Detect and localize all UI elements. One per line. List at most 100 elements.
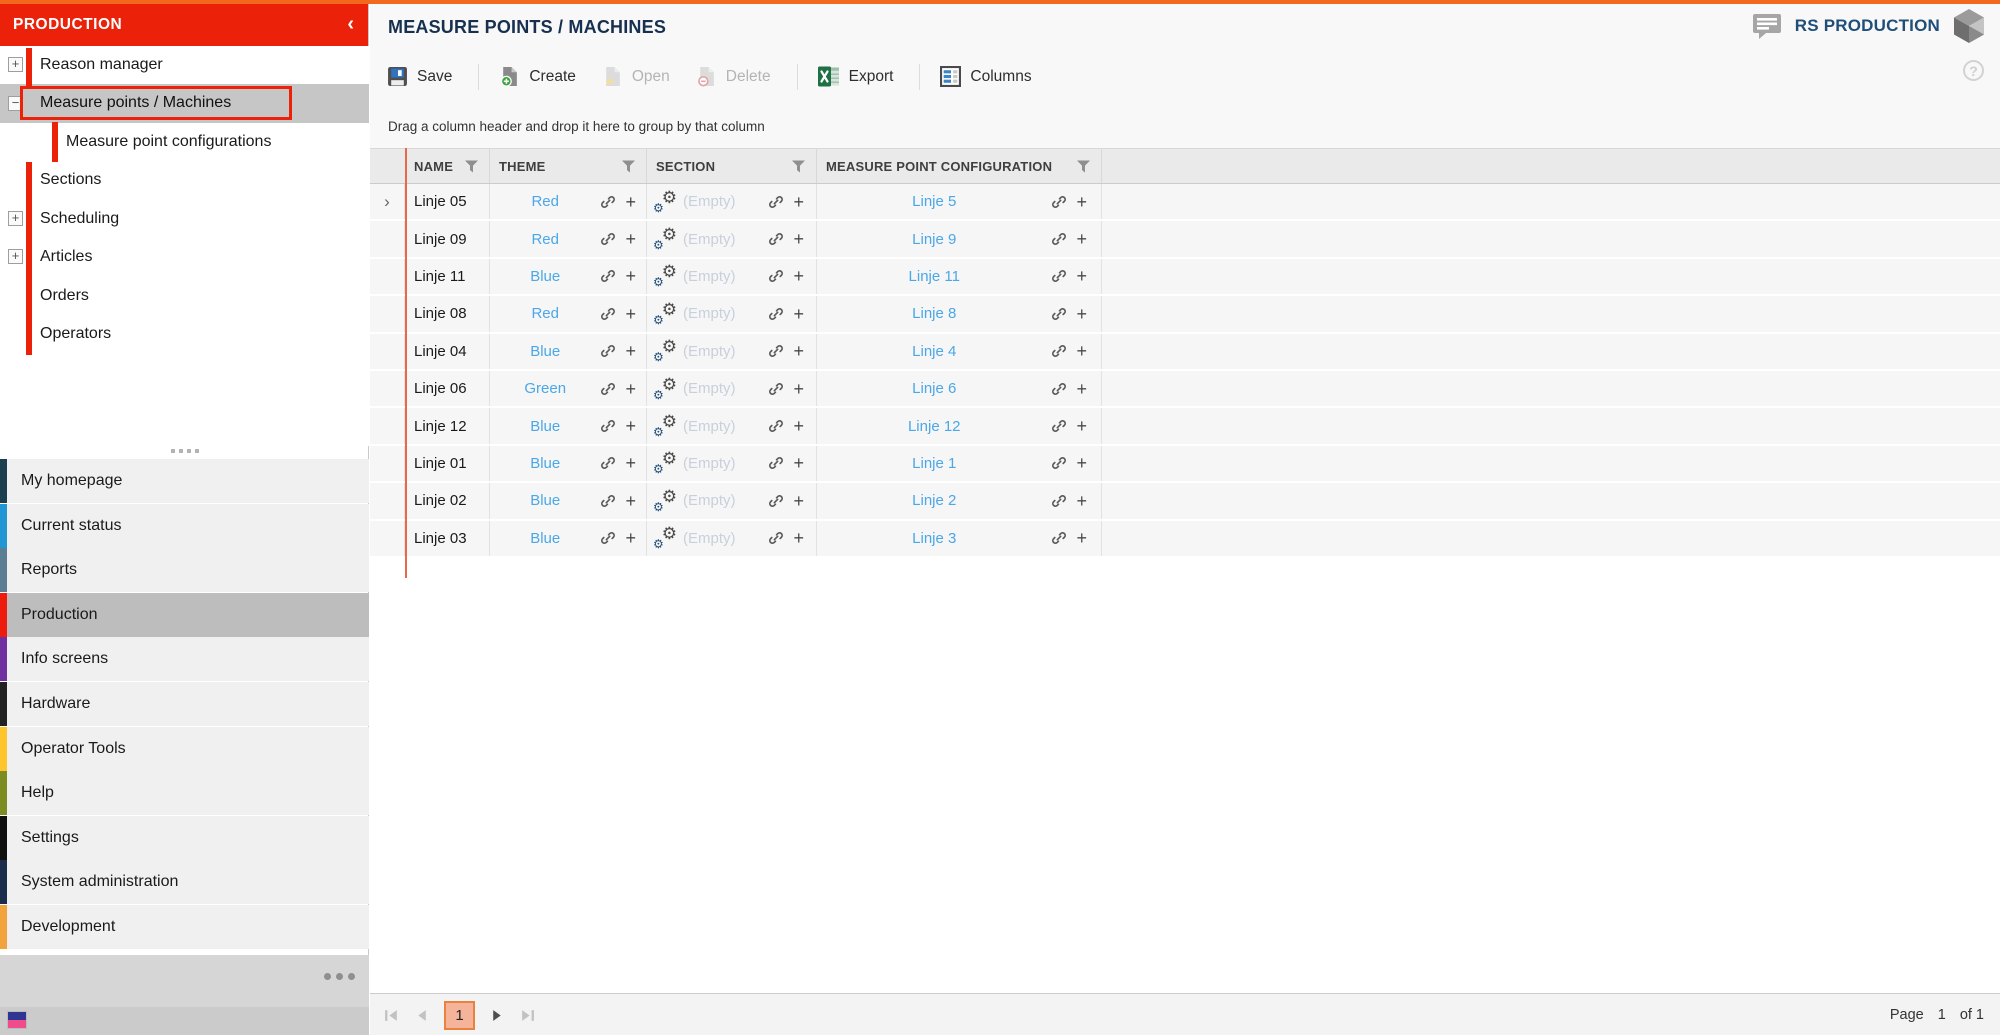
add-icon[interactable]: +	[793, 416, 804, 437]
table-row[interactable]: Linje 06 Green + ⚙ ⚙ (Empty) + Linje 6 +	[370, 370, 2000, 409]
link-icon[interactable]	[600, 455, 616, 471]
link-icon[interactable]	[1051, 231, 1067, 247]
add-icon[interactable]: +	[793, 191, 804, 212]
filter-icon[interactable]	[622, 159, 635, 173]
column-header-theme[interactable]: THEME	[490, 149, 647, 183]
link-icon[interactable]	[1051, 306, 1067, 322]
filter-icon[interactable]	[465, 159, 478, 173]
table-row[interactable]: Linje 11 Blue + ⚙ ⚙ (Empty) + Linje 11 +	[370, 258, 2000, 297]
link-icon[interactable]	[600, 418, 616, 434]
row-expand-cell[interactable]	[370, 333, 405, 369]
row-expand-cell[interactable]: ›	[370, 184, 405, 220]
filter-icon[interactable]	[1077, 159, 1090, 173]
add-icon[interactable]: +	[1076, 378, 1087, 399]
theme-link[interactable]: Blue	[530, 492, 561, 510]
add-icon[interactable]: +	[793, 453, 804, 474]
tree-item-orders[interactable]: Orders	[40, 286, 89, 304]
tree-item-scheduling[interactable]: + Scheduling	[0, 200, 369, 238]
table-row[interactable]: Linje 02 Blue + ⚙ ⚙ (Empty) + Linje 2 +	[370, 483, 2000, 521]
add-icon[interactable]: +	[793, 490, 804, 511]
sidebar-item-development[interactable]: Development	[0, 904, 369, 949]
add-icon[interactable]: +	[1076, 266, 1087, 287]
more-options-icon[interactable]	[324, 973, 355, 980]
configuration-link[interactable]: Linje 11	[908, 267, 960, 285]
link-icon[interactable]	[600, 268, 616, 284]
open-button[interactable]: Open	[602, 66, 670, 87]
group-by-bar[interactable]: Drag a column header and drop it here to…	[370, 105, 2000, 148]
row-expand-cell[interactable]	[370, 445, 405, 482]
add-icon[interactable]: +	[625, 416, 636, 437]
theme-link[interactable]: Blue	[530, 454, 561, 472]
add-icon[interactable]: +	[1076, 528, 1087, 549]
first-page-icon[interactable]	[384, 1008, 399, 1023]
configuration-link[interactable]: Linje 3	[912, 529, 957, 547]
link-icon[interactable]	[768, 493, 784, 509]
add-icon[interactable]: +	[625, 266, 636, 287]
configuration-link[interactable]: Linje 6	[912, 380, 957, 398]
theme-link[interactable]: Green	[524, 380, 567, 398]
table-row[interactable]: Linje 01 Blue + ⚙ ⚙ (Empty) + Linje 1 +	[370, 445, 2000, 484]
add-icon[interactable]: +	[793, 341, 804, 362]
page-number[interactable]: 1	[1937, 1007, 1946, 1023]
link-icon[interactable]	[600, 381, 616, 397]
row-expand-cell[interactable]	[370, 520, 405, 556]
table-row[interactable]: Linje 04 Blue + ⚙ ⚙ (Empty) + Linje 4 +	[370, 333, 2000, 371]
link-icon[interactable]	[768, 194, 784, 210]
theme-link[interactable]: Blue	[530, 267, 561, 285]
tree-expander-icon[interactable]: +	[8, 249, 23, 265]
sidebar-item-operator-tools[interactable]: Operator Tools	[0, 726, 369, 771]
filter-icon[interactable]	[792, 159, 805, 173]
link-icon[interactable]	[768, 381, 784, 397]
add-icon[interactable]: +	[625, 303, 636, 324]
table-row[interactable]: Linje 08 Red + ⚙ ⚙ (Empty) + Linje 8 +	[370, 296, 2000, 334]
theme-link[interactable]: Red	[531, 193, 559, 211]
table-row[interactable]: Linje 03 Blue + ⚙ ⚙ (Empty) + Linje 3 +	[370, 520, 2000, 558]
add-icon[interactable]: +	[625, 490, 636, 511]
columns-button[interactable]: Columns	[940, 66, 1032, 87]
tree-expander-icon[interactable]: +	[8, 57, 23, 73]
add-icon[interactable]: +	[1076, 453, 1087, 474]
column-header-measure-point-configuration[interactable]: MEASURE POINT CONFIGURATION	[817, 149, 1102, 183]
link-icon[interactable]	[1051, 493, 1067, 509]
theme-link[interactable]: Red	[531, 305, 559, 323]
sidebar-item-production[interactable]: Production	[0, 592, 369, 637]
row-expand-cell[interactable]	[370, 408, 405, 444]
table-row[interactable]: Linje 12 Blue + ⚙ ⚙ (Empty) + Linje 12 +	[370, 408, 2000, 446]
link-icon[interactable]	[600, 231, 616, 247]
language-flag-icon[interactable]	[8, 1012, 26, 1028]
table-row[interactable]: › Linje 05 Red + ⚙ ⚙ (Empty) + Linje 5 +	[370, 184, 2000, 222]
row-expand-cell[interactable]	[370, 221, 405, 257]
configuration-link[interactable]: Linje 2	[912, 492, 957, 510]
previous-page-icon[interactable]	[414, 1008, 429, 1023]
add-icon[interactable]: +	[1076, 416, 1087, 437]
link-icon[interactable]	[1051, 343, 1067, 359]
tree-item-measure-points-machines[interactable]: − Measure points / Machines	[0, 84, 369, 123]
sidebar-item-help[interactable]: Help	[0, 771, 369, 816]
add-icon[interactable]: +	[1076, 191, 1087, 212]
add-icon[interactable]: +	[1076, 229, 1087, 250]
link-icon[interactable]	[768, 231, 784, 247]
sidebar-item-system-administration[interactable]: System administration	[0, 860, 369, 905]
theme-link[interactable]: Red	[531, 230, 559, 248]
column-header-section[interactable]: SECTION	[647, 149, 817, 183]
tree-item-articles[interactable]: + Articles	[0, 238, 369, 276]
add-icon[interactable]: +	[625, 341, 636, 362]
link-icon[interactable]	[600, 343, 616, 359]
link-icon[interactable]	[1051, 381, 1067, 397]
row-expand-cell[interactable]	[370, 370, 405, 407]
add-icon[interactable]: +	[625, 229, 636, 250]
link-icon[interactable]	[1051, 268, 1067, 284]
tree-expander-icon[interactable]: +	[8, 210, 23, 226]
sidebar-item-settings[interactable]: Settings	[0, 815, 369, 860]
tree-item-sections[interactable]: Sections	[40, 171, 102, 189]
row-expand-cell[interactable]	[370, 296, 405, 332]
link-icon[interactable]	[1051, 530, 1067, 546]
add-icon[interactable]: +	[1076, 341, 1087, 362]
sidebar-item-current-status[interactable]: Current status	[0, 503, 369, 548]
chat-bubble-icon[interactable]	[1752, 13, 1783, 40]
link-icon[interactable]	[768, 306, 784, 322]
link-icon[interactable]	[600, 530, 616, 546]
add-icon[interactable]: +	[793, 229, 804, 250]
add-icon[interactable]: +	[793, 303, 804, 324]
configuration-link[interactable]: Linje 1	[912, 454, 957, 472]
